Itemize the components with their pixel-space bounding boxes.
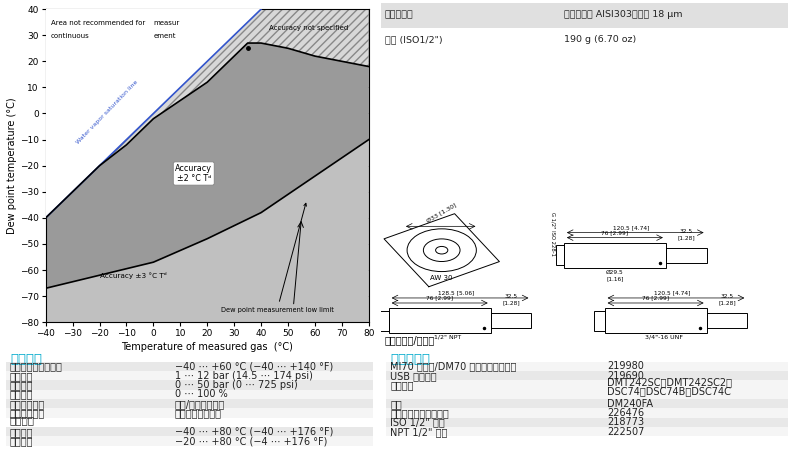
Text: 被测量的气体: 被测量的气体 bbox=[10, 399, 45, 409]
Text: 回路供电的外部显示屏: 回路供电的外部显示屏 bbox=[390, 408, 449, 418]
Text: 采样单元: 采样单元 bbox=[390, 380, 414, 390]
Polygon shape bbox=[46, 43, 369, 288]
Bar bbox=[604, 308, 707, 333]
Bar bbox=[556, 245, 564, 265]
Text: DMT242SC、DMT242SC2、: DMT242SC、DMT242SC2、 bbox=[607, 377, 732, 387]
Text: 机械耘温: 机械耘温 bbox=[10, 380, 33, 390]
Text: Ø33 [1.30]: Ø33 [1.30] bbox=[426, 202, 458, 223]
Text: 222507: 222507 bbox=[607, 427, 645, 437]
Bar bbox=[707, 313, 747, 328]
Bar bbox=[386, 427, 788, 436]
Text: 76 [2.99]: 76 [2.99] bbox=[642, 296, 669, 301]
Text: 传感器保护: 传感器保护 bbox=[385, 11, 414, 19]
Bar bbox=[491, 313, 531, 328]
Text: 3/4"-16 UNF: 3/4"-16 UNF bbox=[645, 334, 682, 339]
Text: 0 ⋯ 50 bar (0 ⋯ 725 psi): 0 ⋯ 50 bar (0 ⋯ 725 psi) bbox=[175, 380, 298, 390]
Bar bbox=[386, 409, 788, 418]
Bar bbox=[386, 418, 788, 427]
X-axis label: Temperature of measured gas  (°C): Temperature of measured gas (°C) bbox=[121, 342, 293, 352]
Text: 0 ⋯ 100 %: 0 ⋯ 100 % bbox=[175, 389, 228, 399]
Bar bbox=[6, 362, 373, 371]
Bar bbox=[381, 27, 788, 52]
Text: 219690: 219690 bbox=[607, 371, 644, 381]
Text: 备件和配件: 备件和配件 bbox=[390, 353, 430, 366]
Bar bbox=[564, 243, 666, 268]
Text: USB 连接电缆: USB 连接电缆 bbox=[390, 371, 437, 381]
Text: Accuracy ±3 °C Tᵈ: Accuracy ±3 °C Tᵈ bbox=[99, 272, 166, 279]
Text: Accuracy not specified: Accuracy not specified bbox=[269, 25, 348, 31]
Text: ement: ement bbox=[154, 33, 176, 39]
Text: G 1/2" ISO 228-1: G 1/2" ISO 228-1 bbox=[551, 212, 556, 256]
Polygon shape bbox=[46, 9, 261, 218]
Text: MI70 指示器/DM70 测量仪的连接电缆: MI70 指示器/DM70 测量仪的连接电缆 bbox=[390, 361, 516, 372]
Text: 1 ⋯ 12 bar (14.5 ⋯ 174 psi): 1 ⋯ 12 bar (14.5 ⋯ 174 psi) bbox=[175, 371, 313, 381]
Bar bbox=[594, 311, 604, 331]
Text: 相对湿度: 相对湿度 bbox=[10, 389, 33, 399]
Polygon shape bbox=[46, 9, 369, 218]
Text: Accuracy
±2 °C Tᵈ: Accuracy ±2 °C Tᵈ bbox=[175, 164, 212, 183]
Text: AW 30: AW 30 bbox=[430, 276, 453, 282]
Bar bbox=[381, 3, 788, 27]
Text: 仅变送器: 仅变送器 bbox=[10, 427, 33, 437]
Text: 贮存温度: 贮存温度 bbox=[10, 415, 35, 425]
Bar bbox=[6, 390, 373, 399]
Text: 装运包裃: 装运包裃 bbox=[10, 436, 33, 446]
Text: −20 ⋯ +80 °C (−4 ⋯ +176 °F): −20 ⋯ +80 °C (−4 ⋯ +176 °F) bbox=[175, 436, 327, 446]
Text: 重量 (ISO1/2"): 重量 (ISO1/2") bbox=[385, 35, 442, 44]
Text: DSC74、DSC74B、DSC74C: DSC74、DSC74B、DSC74C bbox=[607, 386, 731, 396]
Text: 32.5
[1.28]: 32.5 [1.28] bbox=[502, 294, 520, 305]
Text: 尺寸（毫米/英寸）: 尺寸（毫米/英寸） bbox=[385, 335, 435, 345]
Text: 工作环境: 工作环境 bbox=[10, 353, 42, 366]
Text: 电子器件的工作温度: 电子器件的工作温度 bbox=[10, 361, 63, 372]
Text: 190 g (6.70 oz): 190 g (6.70 oz) bbox=[564, 35, 636, 44]
Text: 218773: 218773 bbox=[607, 417, 645, 427]
Text: DM240FA: DM240FA bbox=[607, 399, 653, 409]
Text: 120.5 [4.74]: 120.5 [4.74] bbox=[653, 290, 690, 295]
Text: 32.5
[1.28]: 32.5 [1.28] bbox=[718, 294, 736, 305]
Text: Area not recommended for: Area not recommended for bbox=[51, 20, 145, 26]
Text: 128.5 [5.06]: 128.5 [5.06] bbox=[438, 290, 474, 295]
Text: 32.5
[1.28]: 32.5 [1.28] bbox=[677, 229, 695, 240]
Text: 空气/非腑蚀性气体: 空气/非腑蚀性气体 bbox=[175, 399, 225, 409]
Text: 采样气体流速: 采样气体流速 bbox=[10, 408, 45, 418]
Text: measur: measur bbox=[154, 20, 180, 26]
Bar bbox=[666, 248, 707, 263]
Bar bbox=[6, 380, 373, 390]
Text: 对测量精度无影响: 对测量精度无影响 bbox=[175, 408, 222, 418]
Bar bbox=[6, 371, 373, 380]
Polygon shape bbox=[46, 139, 369, 322]
Bar bbox=[6, 409, 373, 418]
Bar bbox=[386, 362, 788, 371]
Text: 76 [2.99]: 76 [2.99] bbox=[426, 296, 453, 301]
Text: 路网过滤器 AISI303，等级 18 μm: 路网过滤器 AISI303，等级 18 μm bbox=[564, 11, 682, 19]
Bar bbox=[378, 311, 388, 331]
Bar bbox=[6, 427, 373, 436]
Text: 操作压力: 操作压力 bbox=[10, 371, 33, 381]
Text: −40 ⋯ +60 °C (−40 ⋯ +140 °F): −40 ⋯ +60 °C (−40 ⋯ +140 °F) bbox=[175, 361, 333, 372]
Text: Water vapor saturation line: Water vapor saturation line bbox=[75, 80, 139, 145]
Y-axis label: Dew point temperature (°C): Dew point temperature (°C) bbox=[7, 97, 17, 234]
Bar bbox=[388, 308, 491, 333]
Bar bbox=[386, 380, 788, 399]
Text: 法兰: 法兰 bbox=[390, 399, 402, 409]
Bar bbox=[386, 399, 788, 409]
Text: 76 [2.99]: 76 [2.99] bbox=[601, 230, 628, 235]
Text: 226476: 226476 bbox=[607, 408, 645, 418]
Text: 120.5 [4.74]: 120.5 [4.74] bbox=[613, 225, 649, 230]
Text: ISO 1/2" 插头: ISO 1/2" 插头 bbox=[390, 417, 445, 427]
Bar bbox=[6, 399, 373, 409]
Text: Ø29.5
[1.16]: Ø29.5 [1.16] bbox=[606, 270, 624, 281]
Text: −40 ⋯ +80 °C (−40 ⋯ +176 °F): −40 ⋯ +80 °C (−40 ⋯ +176 °F) bbox=[175, 427, 333, 437]
Text: continuous: continuous bbox=[51, 33, 90, 39]
Bar bbox=[6, 436, 373, 446]
Bar bbox=[386, 371, 788, 380]
Text: 1/2" NPT: 1/2" NPT bbox=[434, 334, 462, 339]
Polygon shape bbox=[46, 9, 261, 218]
Text: Dew point measurement low limit: Dew point measurement low limit bbox=[221, 203, 333, 313]
Text: NPT 1/2" 插头: NPT 1/2" 插头 bbox=[390, 427, 448, 437]
Text: 219980: 219980 bbox=[607, 361, 644, 372]
